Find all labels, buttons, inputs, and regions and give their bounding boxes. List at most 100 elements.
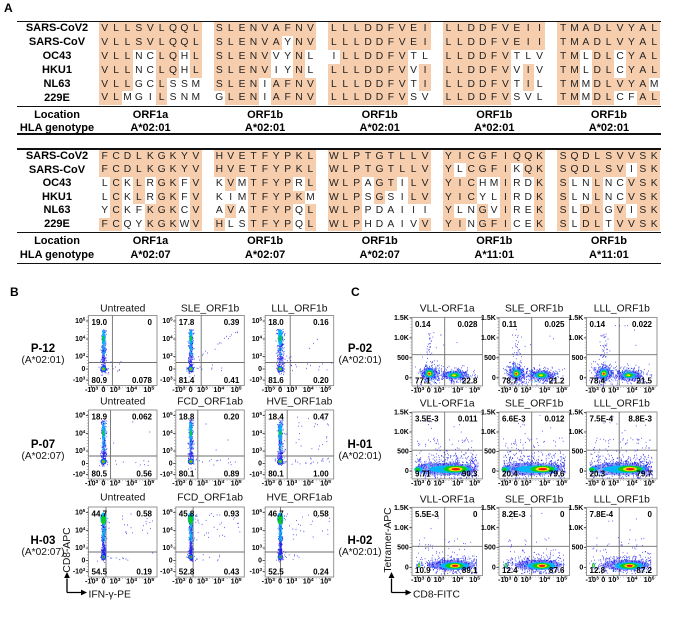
svg-text:105: 105: [231, 577, 242, 586]
svg-text:105: 105: [320, 479, 331, 488]
svg-text:0.011: 0.011: [458, 415, 478, 424]
svg-text:103: 103: [608, 479, 619, 488]
svg-text:1.5K: 1.5K: [569, 505, 584, 512]
svg-text:(A*02:01): (A*02:01): [338, 355, 381, 366]
svg-text:87.6: 87.6: [549, 566, 565, 575]
svg-text:SLE_ORF1b: SLE_ORF1b: [181, 304, 240, 315]
svg-text:0: 0: [169, 366, 173, 373]
svg-text:20.3: 20.3: [590, 469, 606, 478]
svg-text:0: 0: [427, 479, 431, 488]
svg-text:104: 104: [162, 429, 173, 438]
svg-text:500: 500: [397, 449, 409, 456]
svg-text:0: 0: [601, 479, 605, 488]
svg-text:0.19: 0.19: [136, 568, 152, 577]
svg-text:104: 104: [303, 479, 314, 488]
svg-text:105: 105: [644, 575, 655, 584]
svg-text:LLL_ORF1b: LLL_ORF1b: [594, 304, 650, 315]
svg-text:1.0K: 1.0K: [394, 335, 409, 342]
svg-text:105: 105: [252, 411, 263, 420]
svg-text:LLL_ORF1b: LLL_ORF1b: [271, 304, 327, 315]
svg-text:103: 103: [434, 479, 445, 488]
svg-text:0: 0: [405, 565, 409, 572]
svg-text:-103: -103: [85, 577, 99, 586]
svg-text:-103: -103: [85, 479, 99, 488]
svg-text:104: 104: [303, 385, 314, 394]
svg-text:105: 105: [231, 385, 242, 394]
svg-text:1.0K: 1.0K: [481, 335, 496, 342]
svg-text:17.8: 17.8: [179, 318, 195, 327]
svg-text:CD8-APC: CD8-APC: [62, 527, 73, 573]
svg-text:103: 103: [434, 575, 445, 584]
svg-text:1.0K: 1.0K: [569, 525, 584, 532]
svg-text:0.20: 0.20: [224, 413, 240, 422]
svg-text:H-02: H-02: [348, 535, 373, 547]
svg-text:500: 500: [397, 545, 409, 552]
svg-text:0.078: 0.078: [132, 376, 153, 385]
svg-text:-103: -103: [586, 575, 600, 584]
svg-text:HVE_ORF1ab: HVE_ORF1ab: [266, 493, 332, 504]
svg-text:0: 0: [189, 479, 193, 488]
svg-text:105: 105: [556, 386, 567, 395]
svg-text:104: 104: [539, 386, 550, 395]
svg-text:105: 105: [644, 479, 655, 488]
svg-text:54.5: 54.5: [92, 568, 108, 577]
svg-text:80.5: 80.5: [92, 470, 108, 479]
svg-text:0: 0: [169, 558, 173, 565]
svg-text:104: 104: [452, 479, 463, 488]
svg-text:104: 104: [539, 575, 550, 584]
svg-text:103: 103: [197, 577, 208, 586]
svg-text:103: 103: [162, 352, 173, 361]
svg-text:1.0K: 1.0K: [569, 335, 584, 342]
svg-text:-103: -103: [411, 479, 425, 488]
svg-text:-103: -103: [160, 376, 173, 385]
svg-text:0: 0: [258, 461, 262, 468]
svg-text:105: 105: [469, 479, 480, 488]
svg-text:103: 103: [252, 447, 263, 456]
svg-text:105: 105: [252, 317, 263, 326]
svg-text:500: 500: [397, 355, 409, 362]
svg-text:-103: -103: [498, 386, 512, 395]
svg-text:1.5K: 1.5K: [481, 315, 496, 322]
svg-text:104: 104: [252, 526, 263, 535]
svg-text:104: 104: [627, 479, 638, 488]
svg-text:103: 103: [434, 386, 445, 395]
svg-text:-103: -103: [73, 376, 86, 385]
svg-text:0: 0: [492, 565, 496, 572]
svg-text:0: 0: [601, 575, 605, 584]
svg-text:105: 105: [162, 411, 173, 420]
svg-text:0.022: 0.022: [632, 320, 653, 329]
svg-text:VLL-ORF1a: VLL-ORF1a: [420, 495, 475, 506]
svg-text:105: 105: [320, 577, 331, 586]
svg-text:104: 104: [452, 575, 463, 584]
svg-text:0: 0: [579, 468, 583, 475]
svg-text:-103: -103: [250, 376, 263, 385]
svg-text:0: 0: [560, 510, 565, 519]
svg-text:0.14: 0.14: [590, 320, 606, 329]
svg-text:104: 104: [126, 479, 137, 488]
svg-text:104: 104: [75, 526, 86, 535]
svg-text:105: 105: [320, 385, 331, 394]
svg-text:1.5K: 1.5K: [481, 410, 496, 417]
svg-text:79.7: 79.7: [636, 469, 652, 478]
svg-text:0: 0: [101, 479, 105, 488]
svg-text:79.6: 79.6: [549, 469, 565, 478]
svg-text:104: 104: [213, 385, 224, 394]
svg-text:0.24: 0.24: [313, 568, 329, 577]
svg-text:FCD_ORF1ab: FCD_ORF1ab: [177, 396, 243, 407]
svg-text:0.89: 0.89: [224, 470, 240, 479]
svg-text:103: 103: [75, 544, 86, 553]
svg-text:P-02: P-02: [348, 343, 372, 355]
svg-text:104: 104: [627, 575, 638, 584]
svg-text:3.5E-3: 3.5E-3: [415, 415, 439, 424]
svg-text:80.1: 80.1: [268, 470, 284, 479]
svg-text:104: 104: [126, 385, 137, 394]
svg-text:0: 0: [258, 558, 262, 565]
svg-text:0: 0: [427, 386, 431, 395]
svg-text:0: 0: [514, 386, 518, 395]
svg-text:103: 103: [197, 385, 208, 394]
svg-text:21.2: 21.2: [549, 376, 565, 385]
svg-text:500: 500: [484, 449, 496, 456]
svg-text:103: 103: [252, 544, 263, 553]
svg-text:89.1: 89.1: [462, 566, 478, 575]
svg-text:104: 104: [162, 335, 173, 344]
